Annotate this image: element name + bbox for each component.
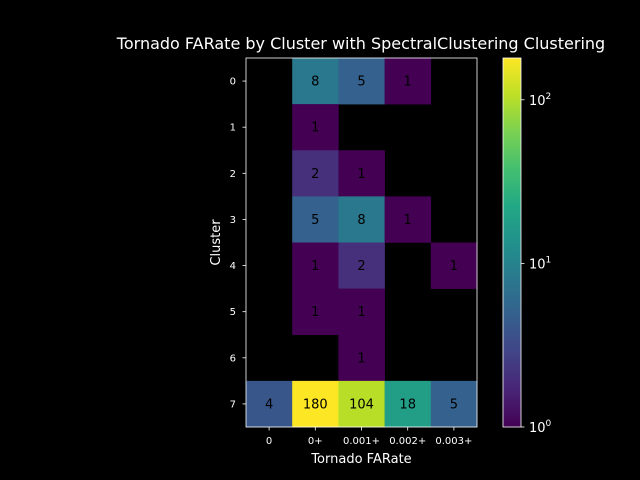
cell-value-label: 4 xyxy=(265,397,273,412)
heatmap-cell xyxy=(384,58,432,105)
cell-value-label: 180 xyxy=(303,397,328,412)
y-tick-label: 3 xyxy=(230,215,236,226)
cell-value-label: 5 xyxy=(450,397,458,412)
heatmap-cell xyxy=(338,150,385,197)
heatmap-cell xyxy=(246,380,293,428)
y-tick-label: 0 xyxy=(230,77,236,88)
cell-labels: 8 5 112 15 8 11 2 11 114 180 104 18 5 xyxy=(265,75,458,413)
heatmap-cell xyxy=(338,334,385,382)
colorbar xyxy=(502,57,522,428)
heatmap-cell xyxy=(292,380,339,428)
y-tick-label: 5 xyxy=(230,307,236,318)
heatmap-cell xyxy=(292,288,339,336)
cell-value-label: 1 xyxy=(404,75,412,90)
heatmap-cell xyxy=(338,58,385,105)
y-tick-label: 6 xyxy=(230,353,236,364)
y-tick-label: 2 xyxy=(230,169,236,180)
heatmap-cells xyxy=(246,58,478,428)
cell-value-label: 8 xyxy=(311,75,319,90)
heatmap-cell xyxy=(384,196,432,243)
cell-value-label: 5 xyxy=(357,75,365,90)
y-axis-label: Cluster xyxy=(209,219,224,266)
y-tick-label: 1 xyxy=(230,123,236,134)
cell-value-label: 1 xyxy=(357,305,365,320)
colorbar-ticks: 100 101 102 xyxy=(521,92,552,436)
cell-value-label: 104 xyxy=(349,397,374,412)
chart-title: Tornado FARate by Cluster with SpectralC… xyxy=(116,34,605,53)
cell-value-label: 2 xyxy=(311,167,319,182)
x-tick-label: 0.003+ xyxy=(435,436,472,447)
heatmap-cell xyxy=(430,380,478,428)
cell-value-label: 1 xyxy=(450,259,458,274)
x-tick-label: 0 xyxy=(266,436,272,447)
cell-value-label: 8 xyxy=(357,213,365,228)
cell-value-label: 1 xyxy=(311,305,319,320)
heatmap-cell xyxy=(338,196,385,243)
heatmap-cell xyxy=(292,196,339,243)
x-tick-label: 0.002+ xyxy=(389,436,426,447)
y-tick-label: 7 xyxy=(230,399,236,410)
cell-value-label: 1 xyxy=(404,213,412,228)
colorbar-tick-label: 101 xyxy=(529,255,551,272)
heatmap-cell xyxy=(384,380,432,428)
heatmap-cell xyxy=(292,150,339,197)
x-axis-ticks: 0 0+ 0.001+ 0.002+ 0.003+ xyxy=(266,427,472,447)
x-tick-label: 0.001+ xyxy=(343,436,380,447)
heatmap-cell xyxy=(292,58,339,105)
heatmap-cell xyxy=(338,380,385,428)
cell-value-label: 1 xyxy=(357,167,365,182)
cell-value-label: 1 xyxy=(311,121,319,136)
heatmap-cell xyxy=(430,242,478,289)
heatmap-cell xyxy=(338,242,385,289)
cell-value-label: 1 xyxy=(311,259,319,274)
heatmap-cell xyxy=(292,104,339,151)
x-tick-label: 0+ xyxy=(308,436,323,447)
y-tick-label: 4 xyxy=(230,261,236,272)
y-axis-ticks: 0 1 2 3 4 5 6 7 xyxy=(230,77,246,410)
heatmap-cell xyxy=(292,242,339,289)
heatmap-cell xyxy=(338,288,385,336)
cell-value-label: 1 xyxy=(357,351,365,366)
colorbar-tick-label: 100 xyxy=(529,419,552,436)
x-axis-label: Tornado FARate xyxy=(310,452,411,467)
cell-value-label: 2 xyxy=(357,259,365,274)
cell-value-label: 5 xyxy=(311,213,319,228)
cell-value-label: 18 xyxy=(399,397,416,412)
colorbar-tick-label: 102 xyxy=(529,92,551,109)
